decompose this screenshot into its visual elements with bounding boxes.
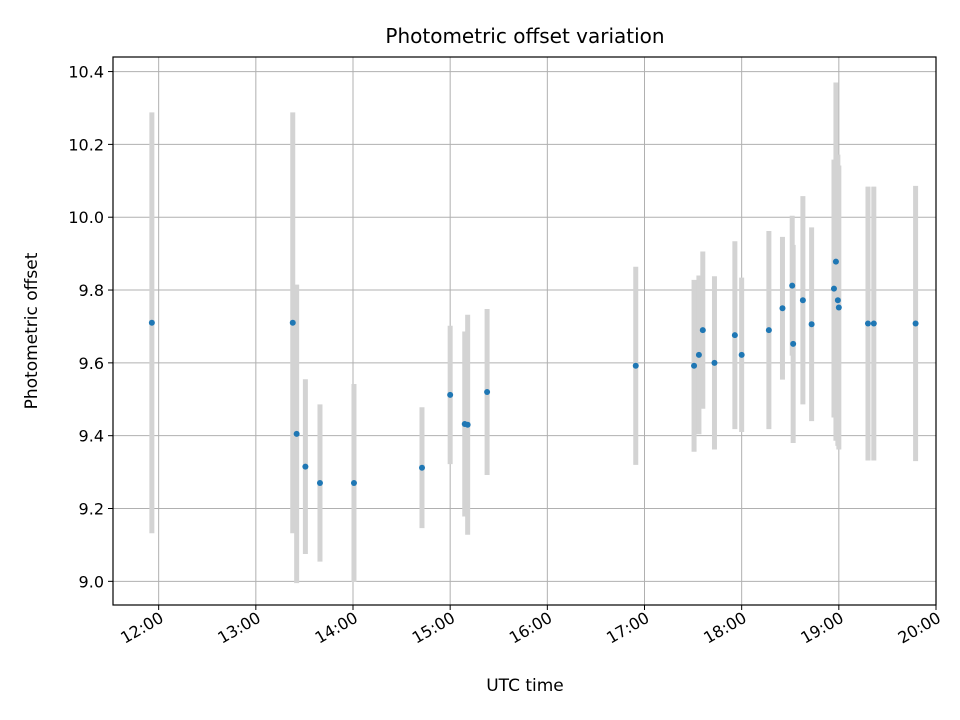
data-point	[293, 430, 300, 437]
data-point	[779, 305, 786, 312]
data-point	[789, 282, 796, 289]
data-point	[790, 340, 797, 347]
data-point	[765, 327, 772, 334]
data-point	[691, 362, 698, 369]
x-axis-label: UTC time	[486, 676, 564, 696]
data-point	[699, 327, 706, 334]
y-tick-label: 10.0	[68, 208, 104, 227]
y-tick-label: 9.6	[79, 354, 104, 373]
data-point	[289, 319, 296, 326]
y-axis-label: Photometric offset	[22, 252, 42, 409]
y-tick-label: 10.2	[68, 135, 104, 154]
data-point	[912, 320, 919, 327]
data-point	[632, 362, 639, 369]
data-point	[731, 332, 738, 339]
y-tick-label: 9.0	[79, 572, 104, 591]
data-point	[447, 391, 454, 398]
y-tick-label: 10.4	[68, 63, 104, 82]
y-tick-label: 9.2	[79, 500, 104, 519]
y-tick-label: 9.8	[79, 281, 104, 300]
data-point	[864, 320, 871, 327]
data-point	[302, 463, 309, 470]
data-point	[464, 421, 471, 428]
data-point	[870, 320, 877, 327]
y-tick-label: 9.4	[79, 427, 104, 446]
data-point	[148, 319, 155, 326]
data-point	[695, 351, 702, 358]
data-point	[834, 297, 841, 304]
chart-title: Photometric offset variation	[385, 24, 664, 48]
data-point	[830, 285, 837, 292]
data-point	[738, 351, 745, 358]
data-point	[832, 258, 839, 265]
data-point	[418, 464, 425, 471]
data-point	[835, 304, 842, 311]
data-point	[316, 480, 323, 487]
data-point	[808, 321, 815, 328]
data-point	[799, 297, 806, 304]
data-point	[484, 388, 491, 395]
grid	[113, 57, 937, 605]
data-point	[711, 359, 718, 366]
plot-area-frame	[112, 56, 937, 606]
data-points	[148, 258, 919, 487]
data-point	[350, 480, 357, 487]
